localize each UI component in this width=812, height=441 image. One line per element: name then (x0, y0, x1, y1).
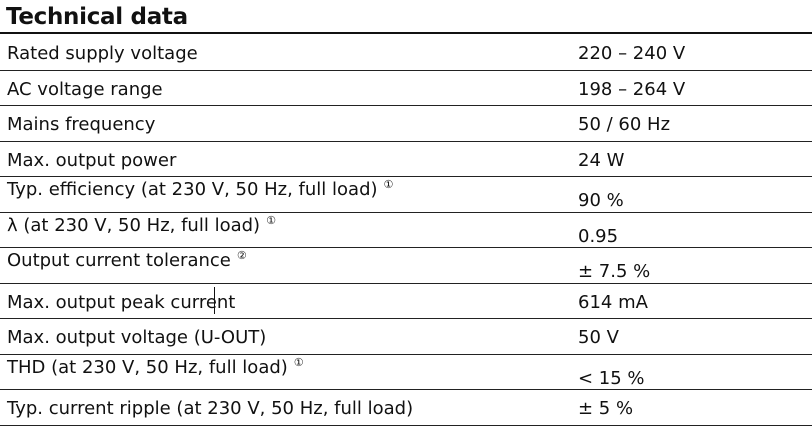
row-value: ± 7.5 % (578, 261, 651, 282)
table-row: Typ. current ripple (at 230 V, 50 Hz, fu… (0, 390, 812, 426)
table-row: Rated supply voltage 220 – 240 V (0, 35, 812, 71)
row-label-text: Typ. efficiency (at 230 V, 50 Hz, full l… (7, 179, 378, 200)
table-row: Mains frequency 50 / 60 Hz (0, 106, 812, 142)
table-row: Max. output power 24 W (0, 142, 812, 177)
row-label-text: Output current tolerance (7, 250, 231, 271)
table-row: Output current tolerance ② ± 7.5 % (0, 248, 812, 284)
row-label: Typ. efficiency (at 230 V, 50 Hz, full l… (7, 178, 394, 203)
row-value: 0.95 (578, 225, 619, 247)
row-label: Mains frequency (7, 114, 156, 135)
table-row: λ (at 230 V, 50 Hz, full load) ① 0.95 (0, 213, 812, 248)
row-label: Output current tolerance ② (7, 249, 247, 274)
section-title: Technical data (6, 4, 188, 30)
text-cursor (214, 286, 215, 314)
table-row: Max. output voltage (U-OUT) 50 V (0, 319, 812, 355)
row-value: ± 5 % (578, 398, 634, 419)
row-label: Max. output power (7, 149, 177, 171)
row-value: 24 W (578, 149, 625, 171)
row-label: Rated supply voltage (7, 43, 198, 64)
footnote-marker: ① (383, 178, 394, 191)
row-value: 50 V (578, 327, 619, 348)
row-label: Typ. current ripple (at 230 V, 50 Hz, fu… (7, 398, 414, 419)
row-label-text: THD (at 230 V, 50 Hz, full load) (7, 356, 288, 378)
row-value: 50 / 60 Hz (578, 114, 671, 135)
row-label-text: λ (at 230 V, 50 Hz, full load) (7, 214, 261, 236)
table-row: THD (at 230 V, 50 Hz, full load) ① < 15 % (0, 355, 812, 390)
row-value: < 15 % (578, 367, 645, 389)
row-value: 198 – 264 V (578, 78, 686, 100)
table-row: AC voltage range 198 – 264 V (0, 71, 812, 106)
footnote-marker: ① (266, 213, 276, 227)
row-value: 220 – 240 V (578, 43, 686, 64)
row-label: λ (at 230 V, 50 Hz, full load) ① (7, 213, 276, 239)
table-row: Typ. efficiency (at 230 V, 50 Hz, full l… (0, 177, 812, 213)
footnote-marker: ② (236, 249, 247, 262)
row-label: THD (at 230 V, 50 Hz, full load) ① (7, 355, 304, 381)
title-underline (0, 32, 812, 34)
footnote-marker: ① (293, 355, 304, 369)
row-value: 90 % (578, 190, 624, 211)
table-row: Max. output peak current 614 mA (0, 284, 812, 319)
row-value: 614 mA (578, 291, 648, 313)
row-label: Max. output voltage (U-OUT) (7, 327, 267, 348)
row-label: Max. output peak current (7, 291, 236, 313)
row-label: AC voltage range (7, 78, 163, 100)
technical-data-table: Rated supply voltage 220 – 240 V AC volt… (0, 35, 812, 426)
